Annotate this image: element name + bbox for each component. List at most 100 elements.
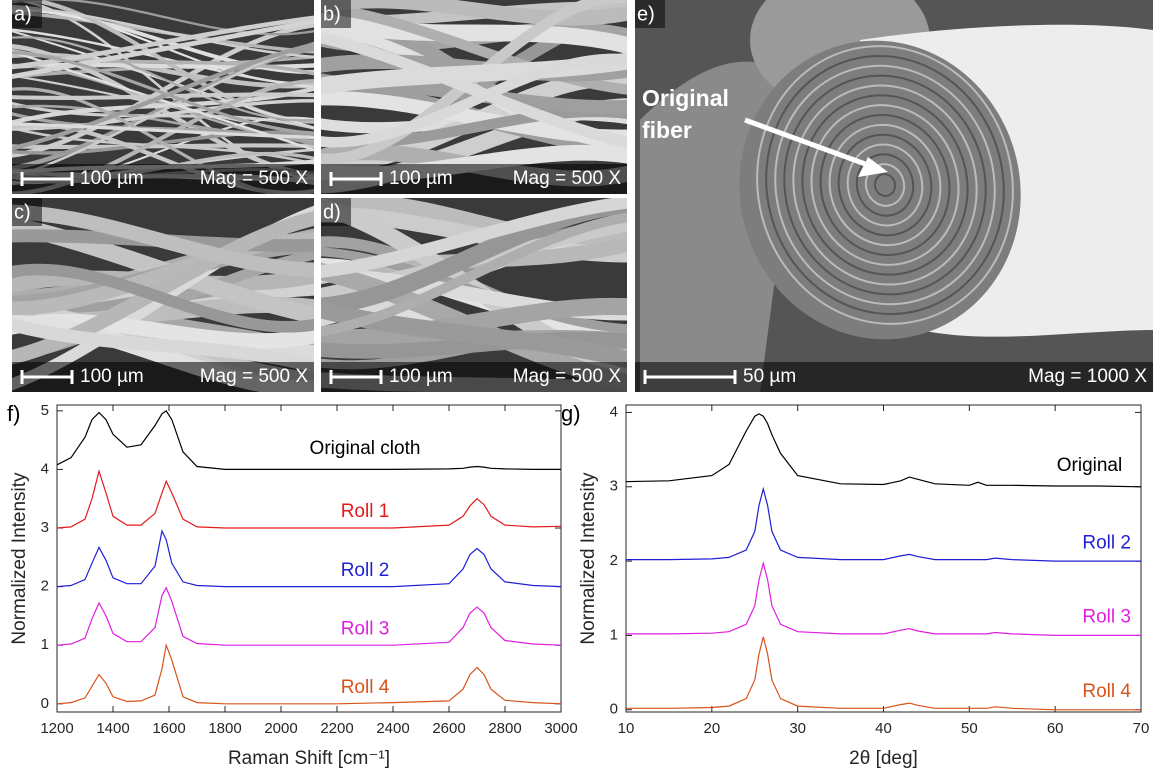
fiber-layer (864, 163, 906, 207)
y-tick-label: 3 (610, 478, 618, 495)
sem-image: e) 50 µm Mag = 1000 X Original fiber (635, 0, 1153, 392)
fiber-layer (846, 143, 924, 227)
panel-label: d) (323, 201, 341, 223)
scale-text: 100 µm (80, 366, 144, 387)
fiber (12, 122, 314, 140)
label-bg (321, 198, 351, 226)
x-axis-label: Raman Shift [cm⁻¹] (228, 748, 390, 769)
sem-image: d) 100 µm Mag = 500 X (321, 198, 627, 392)
series-line (56, 642, 562, 705)
series-label: Roll 2 (341, 560, 390, 581)
x-tick-label: 20 (703, 720, 720, 737)
fiber-layer (801, 94, 969, 276)
x-axis-label: 2θ [deg] (849, 748, 918, 769)
fiber (12, 51, 314, 135)
series-line (56, 469, 562, 529)
panel-label: a) (14, 3, 32, 25)
y-tick-label: 1 (610, 626, 618, 643)
fiber-layer (855, 153, 915, 217)
magnification: Mag = 500 X (513, 366, 622, 387)
x-tick-label: 2600 (432, 720, 465, 737)
x-tick-label: 2400 (376, 720, 409, 737)
series-label: Roll 4 (1082, 681, 1131, 702)
y-tick-label: 0 (41, 695, 49, 712)
fiber (321, 331, 627, 359)
panel-label: e) (637, 3, 655, 25)
panel-label: b) (323, 3, 341, 25)
fiber (321, 297, 627, 347)
fiber-layer (765, 54, 1005, 316)
series-line (626, 636, 1141, 711)
scale-text: 100 µm (389, 366, 453, 387)
label-bg (321, 0, 351, 28)
scale-bar (643, 370, 737, 384)
fiber (12, 0, 314, 36)
x-tick-label: 1600 (152, 720, 185, 737)
fiber (12, 99, 314, 131)
fiber (321, 212, 627, 337)
scale-bar (20, 172, 74, 186)
x-tick-label: 60 (1047, 720, 1064, 737)
fiber (12, 22, 314, 158)
panel-label: f) (7, 401, 20, 426)
x-tick-label: 2800 (488, 720, 521, 737)
fiber (12, 42, 314, 151)
series-label: Roll 2 (1082, 532, 1131, 553)
fiber-layer (774, 64, 996, 306)
series-label: Roll 3 (341, 618, 390, 639)
fiber (12, 15, 314, 70)
label-bg (635, 0, 665, 28)
x-tick-label: 1200 (40, 720, 73, 737)
label-bg (12, 0, 42, 28)
plot-frame (56, 404, 562, 713)
x-tick-label: 2200 (320, 720, 353, 737)
x-tick-label: 1800 (208, 720, 241, 737)
scale-bar (329, 370, 383, 384)
series-line (56, 410, 561, 470)
y-axis-label: Normalized Intensity (578, 472, 599, 645)
fiber-layer (873, 173, 897, 197)
series-label: Original cloth (310, 438, 421, 459)
y-tick-label: 5 (41, 402, 49, 419)
x-tick-label: 2000 (264, 720, 297, 737)
fiber-layer (837, 133, 933, 237)
magnification: Mag = 500 X (513, 168, 622, 189)
x-tick-label: 1400 (96, 720, 129, 737)
scale-text: 50 µm (743, 366, 796, 387)
arrowhead (858, 157, 888, 177)
x-tick-label: 70 (1133, 720, 1150, 737)
y-tick-label: 2 (610, 552, 618, 569)
fiber (12, 19, 314, 79)
fiber (321, 31, 627, 149)
scale-text: 100 µm (80, 168, 144, 189)
series-label: Roll 4 (341, 677, 390, 698)
series-line (626, 486, 1141, 562)
fiber (321, 198, 627, 278)
fiber (12, 50, 314, 152)
fiber (12, 263, 314, 333)
magnification: Mag = 500 X (200, 168, 309, 189)
series-label: Roll 3 (1082, 607, 1131, 628)
scale-text: 100 µm (389, 168, 453, 189)
annotation: Original (642, 85, 729, 111)
sem-image: c) 100 µm Mag = 500 X (12, 198, 314, 392)
magnification: Mag = 1000 X (1028, 366, 1147, 387)
x-tick-label: 30 (789, 720, 806, 737)
fiber (321, 300, 627, 369)
fiber-layer (783, 74, 987, 296)
x-tick-label: 40 (875, 720, 892, 737)
series-line (626, 560, 1141, 636)
fiber-layer (828, 123, 942, 247)
y-tick-label: 3 (41, 519, 49, 536)
y-tick-label: 2 (41, 578, 49, 595)
fiber (12, 87, 284, 194)
fiber (12, 317, 314, 374)
fiber (12, 36, 314, 122)
y-axis-label: Normalized Intensity (9, 472, 30, 645)
y-tick-label: 4 (41, 460, 49, 477)
label-bg (12, 198, 42, 226)
y-tick-label: 0 (610, 701, 618, 718)
magnification: Mag = 500 X (200, 366, 309, 387)
